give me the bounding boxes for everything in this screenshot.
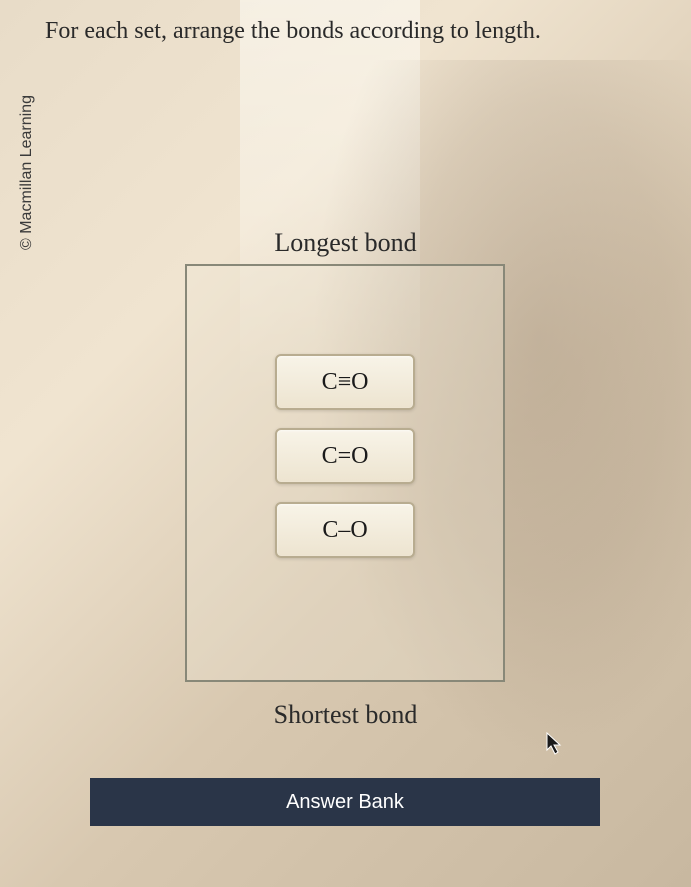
copyright-text: © Macmillan Learning [18,95,36,250]
bond-tile-double[interactable]: C=O [275,428,415,484]
bond-tile-label: C=O [322,443,369,470]
bond-drop-zone[interactable]: C≡O C=O C–O [185,264,505,682]
bond-tile-single[interactable]: C–O [275,502,415,558]
bond-tile-triple[interactable]: C≡O [275,354,415,410]
shortest-bond-label: Shortest bond [0,700,691,730]
bond-tile-label: C≡O [322,369,369,396]
cursor-icon [546,732,564,762]
bond-tile-label: C–O [322,517,367,544]
instruction-text: For each set, arrange the bonds accordin… [45,18,541,45]
answer-bank-label: Answer Bank [286,791,404,814]
answer-bank-header[interactable]: Answer Bank [90,778,600,826]
longest-bond-label: Longest bond [0,228,691,258]
